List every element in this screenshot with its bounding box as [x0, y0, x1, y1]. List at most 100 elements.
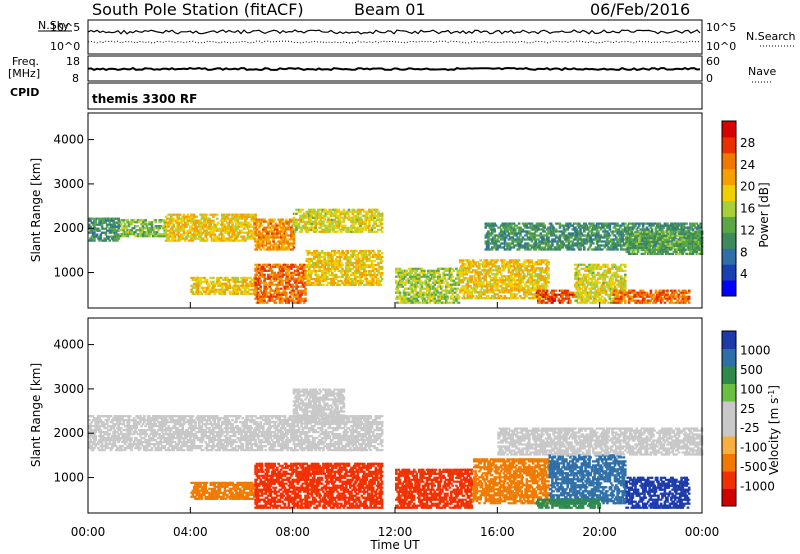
echo-cell	[515, 287, 518, 290]
echo-cell	[624, 301, 627, 304]
echo-cell	[171, 221, 174, 224]
echo-cell	[368, 269, 371, 273]
echo-cell	[97, 223, 100, 226]
echo-cell	[320, 275, 324, 279]
echo-cell	[656, 291, 659, 294]
echo-cell	[277, 263, 280, 266]
echo-cell	[141, 219, 145, 222]
echo-cell	[361, 257, 365, 261]
echo-cell	[185, 237, 188, 240]
echo-cell	[258, 220, 261, 223]
echo-cell	[258, 265, 261, 268]
echo-cell	[190, 276, 193, 279]
echo-cell	[323, 257, 326, 261]
echo-cell	[173, 237, 177, 240]
echo-cell	[213, 233, 216, 236]
echo-cell	[466, 295, 470, 298]
echo-cell	[89, 225, 92, 228]
echo-cell	[640, 293, 644, 296]
echo-cell	[311, 226, 315, 229]
echo-cell	[227, 229, 230, 232]
echo-cell	[496, 285, 499, 288]
echo-cell	[205, 237, 209, 240]
echo-cell	[615, 287, 618, 290]
echo-cell	[320, 216, 324, 219]
echo-cell	[379, 220, 383, 223]
echo-cell	[442, 273, 445, 276]
echo-cell	[580, 297, 584, 300]
echo-cell	[494, 275, 498, 278]
echo-cell	[323, 267, 326, 271]
echo-cell	[525, 267, 529, 270]
echo-cell	[510, 281, 513, 284]
echo-cell	[320, 220, 324, 223]
echo-cell	[320, 249, 324, 253]
echo-cell	[318, 253, 321, 257]
echo-cell	[475, 269, 479, 272]
echo-cell	[530, 289, 534, 292]
echo-cell	[467, 297, 471, 300]
echo-cell	[254, 293, 257, 296]
echo-cell	[597, 277, 600, 280]
echo-cell	[117, 227, 120, 230]
echo-cell	[318, 257, 321, 261]
echo-cell	[345, 257, 348, 261]
echo-cell	[233, 280, 237, 283]
echo-cell	[499, 295, 503, 298]
echo-cell	[112, 239, 115, 242]
echo-cell	[290, 267, 293, 270]
echo-cell	[251, 225, 255, 228]
echo-cell	[131, 221, 135, 224]
echo-cell	[265, 265, 269, 268]
echo-cell	[268, 285, 271, 288]
echo-cell	[282, 279, 285, 282]
echo-cell	[677, 297, 681, 300]
echo-cell	[244, 239, 247, 242]
echo-cell	[608, 301, 612, 304]
echo-cell	[314, 261, 317, 265]
echo-cell	[190, 225, 193, 228]
echo-cell	[268, 291, 271, 294]
echo-cell	[372, 283, 375, 286]
echo-cell	[528, 287, 531, 290]
echo-cell	[506, 283, 509, 286]
echo-cell	[687, 289, 691, 292]
echo-cell	[341, 251, 344, 255]
echo-cell	[309, 283, 312, 286]
echo-cell	[516, 279, 520, 282]
echo-cell	[364, 255, 367, 259]
echo-cell	[645, 295, 649, 298]
echo-cell	[167, 237, 170, 240]
echo-cell	[325, 228, 329, 231]
echo-cell	[401, 275, 404, 278]
echo-cell	[404, 275, 407, 278]
echo-cell	[113, 233, 117, 236]
echo-cell	[262, 242, 265, 245]
echo-cell	[380, 255, 384, 259]
echo-cell	[462, 295, 466, 298]
echo-cell	[279, 228, 283, 231]
echo-cell	[538, 295, 541, 298]
echo-cell	[263, 248, 266, 251]
echo-cell	[192, 217, 196, 220]
echo-cell	[401, 281, 404, 284]
echo-cell	[250, 288, 254, 291]
echo-cell	[205, 233, 209, 236]
echo-cell	[352, 265, 356, 269]
echo-cell	[488, 275, 491, 278]
echo-cell	[405, 281, 408, 284]
echo-cell	[245, 237, 248, 240]
echo-cell	[597, 289, 600, 292]
echo-cell	[320, 259, 324, 263]
echo-cell	[616, 279, 619, 282]
echo-cell	[586, 299, 590, 302]
echo-cell	[494, 285, 498, 288]
echo-cell	[340, 230, 343, 233]
echo-cell	[342, 210, 346, 213]
echo-cell	[483, 267, 486, 270]
echo-cell	[331, 257, 334, 261]
echo-cell	[314, 269, 317, 273]
echo-cell	[355, 255, 358, 259]
echo-cell	[269, 293, 273, 296]
echo-cell	[313, 257, 316, 261]
